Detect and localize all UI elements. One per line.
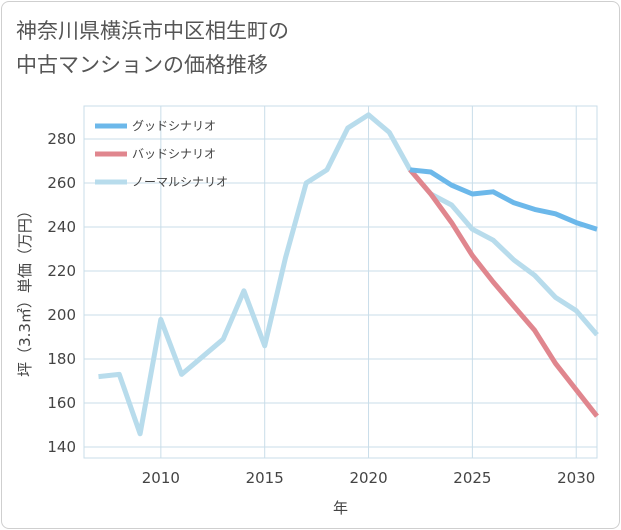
grid-lines <box>83 105 598 459</box>
series-line-2 <box>98 112 599 437</box>
x-tick-label: 2025 <box>453 469 491 487</box>
y-axis-title: 坪（3.3㎡）単価（万円） <box>16 203 34 377</box>
y-tick-label: 160 <box>47 394 76 412</box>
chart-title-line-2: 中古マンションの価格推移 <box>16 53 268 77</box>
legend-label-1: バッドシナリオ <box>132 147 216 161</box>
y-tick-label: 280 <box>47 130 76 148</box>
y-tick-label: 200 <box>47 306 76 324</box>
legend-label-2: ノーマルシナリオ <box>132 175 228 189</box>
x-tick-label: 2030 <box>557 469 595 487</box>
series-line-1 <box>408 168 599 418</box>
chart-title-line-1: 神奈川県横浜市中区相生町の <box>16 19 289 43</box>
series-line-0 <box>409 167 598 232</box>
series-lines <box>98 112 599 437</box>
y-tick-label: 240 <box>47 218 76 236</box>
y-tick-label: 220 <box>47 262 76 280</box>
plot-area <box>83 105 598 459</box>
x-tick-label: 2010 <box>142 469 180 487</box>
y-tick-label: 140 <box>47 438 76 456</box>
x-tick-labels: 2010 2015 2020 2025 2030 <box>142 469 596 487</box>
y-tick-labels: 140 160 180 200 220 240 260 280 <box>47 130 76 456</box>
chart-title: 神奈川県横浜市中区相生町の 中古マンションの価格推移 <box>16 14 576 82</box>
legend-label-0: グッドシナリオ <box>132 119 216 133</box>
x-tick-label: 2015 <box>246 469 284 487</box>
y-tick-label: 180 <box>47 350 76 368</box>
x-axis-title: 年 <box>333 499 348 517</box>
x-tick-label: 2020 <box>349 469 387 487</box>
y-tick-label: 260 <box>47 174 76 192</box>
